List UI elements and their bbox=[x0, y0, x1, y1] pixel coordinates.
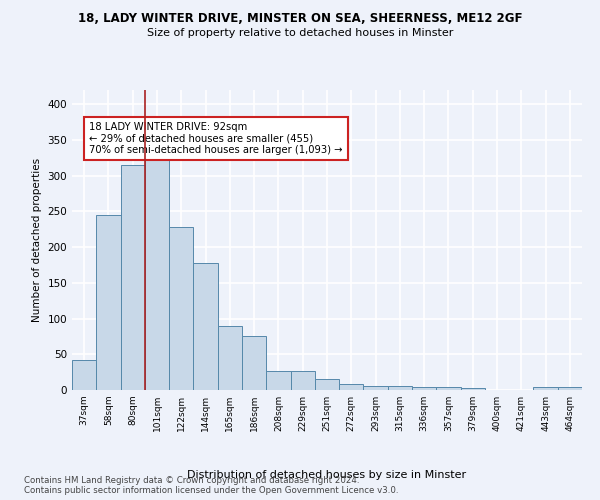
Bar bbox=[290, 372, 315, 390]
Bar bbox=[339, 384, 364, 390]
Bar bbox=[558, 387, 582, 390]
Bar bbox=[169, 227, 193, 390]
Bar bbox=[242, 336, 266, 390]
Bar bbox=[461, 388, 485, 390]
Bar bbox=[412, 387, 436, 390]
Bar bbox=[121, 165, 145, 390]
Bar bbox=[145, 154, 169, 390]
Text: Contains HM Land Registry data © Crown copyright and database right 2024.
Contai: Contains HM Land Registry data © Crown c… bbox=[24, 476, 398, 495]
Bar bbox=[96, 215, 121, 390]
Bar bbox=[436, 387, 461, 390]
Bar bbox=[266, 372, 290, 390]
Y-axis label: Number of detached properties: Number of detached properties bbox=[32, 158, 42, 322]
Text: Size of property relative to detached houses in Minster: Size of property relative to detached ho… bbox=[147, 28, 453, 38]
Bar bbox=[533, 387, 558, 390]
X-axis label: Distribution of detached houses by size in Minster: Distribution of detached houses by size … bbox=[187, 470, 467, 480]
Bar bbox=[193, 263, 218, 390]
Bar bbox=[388, 386, 412, 390]
Bar bbox=[72, 360, 96, 390]
Bar bbox=[364, 386, 388, 390]
Bar bbox=[218, 326, 242, 390]
Text: 18 LADY WINTER DRIVE: 92sqm
← 29% of detached houses are smaller (455)
70% of se: 18 LADY WINTER DRIVE: 92sqm ← 29% of det… bbox=[89, 122, 343, 156]
Text: 18, LADY WINTER DRIVE, MINSTER ON SEA, SHEERNESS, ME12 2GF: 18, LADY WINTER DRIVE, MINSTER ON SEA, S… bbox=[78, 12, 522, 26]
Bar bbox=[315, 378, 339, 390]
